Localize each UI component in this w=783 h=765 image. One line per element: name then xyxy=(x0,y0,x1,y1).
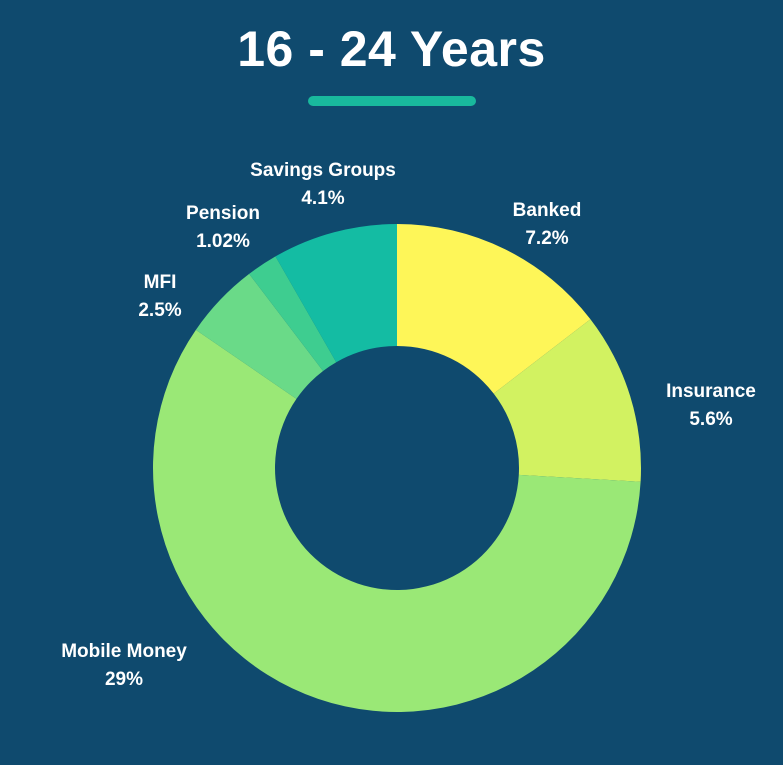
slice-label-mobile-money: Mobile Money xyxy=(61,641,187,662)
slice-banked xyxy=(397,224,591,394)
slice-value-pension: 1.02% xyxy=(196,231,250,252)
slice-value-savings-groups: 4.1% xyxy=(301,188,344,209)
slice-pension xyxy=(249,256,337,371)
slice-label-mfi: MFI xyxy=(144,272,177,293)
slice-label-banked: Banked xyxy=(513,200,582,221)
slice-savings-groups xyxy=(275,224,397,363)
slice-label-insurance: Insurance xyxy=(666,381,756,402)
slice-insurance xyxy=(493,319,642,482)
slice-mobile-money xyxy=(153,329,641,713)
slice-value-banked: 7.2% xyxy=(525,228,568,249)
slice-mfi xyxy=(195,273,324,399)
title-underline xyxy=(308,96,476,106)
slice-label-pension: Pension xyxy=(186,203,260,224)
slice-value-insurance: 5.6% xyxy=(689,409,732,430)
slice-value-mobile-money: 29% xyxy=(105,669,143,690)
slice-value-mfi: 2.5% xyxy=(138,300,181,321)
page-title: 16 - 24 Years xyxy=(237,21,546,77)
slice-label-savings-groups: Savings Groups xyxy=(250,160,396,181)
